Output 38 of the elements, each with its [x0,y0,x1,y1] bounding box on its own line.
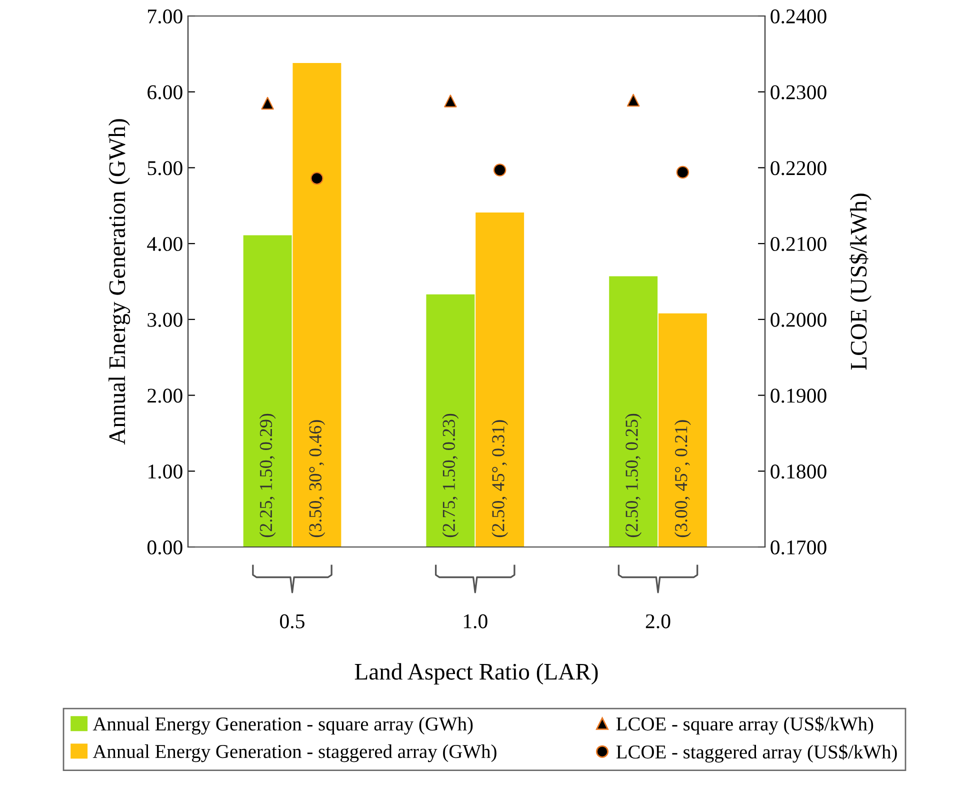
y2-tick-label: 0.2000 [770,312,826,327]
x-tick-label: 1.0 [464,614,488,628]
bar [243,235,292,547]
legend-label: Annual Energy Generation - square array (GWh) [92,716,473,735]
y-tick-label: 4.00 [147,236,182,252]
y-tick-label: 7.00 [148,9,182,24]
y-tick-label: 1.00 [148,464,182,479]
y2-tick-label: 0.2100 [770,236,826,252]
data-label: (3.00, 45°, 0.21) [674,420,691,538]
bar [609,276,658,547]
y2-tick-label: 0.2300 [770,85,826,100]
y-tick-label: 5.00 [148,161,182,176]
y2-tick-label: 0.1700 [770,540,826,555]
data-label: (2.25, 1.50, 0.29) [259,414,276,538]
x-tick-label: 0.5 [280,614,304,628]
y2-axis-title: LCOE (US$/kWh) [849,194,872,370]
y-axis-title: Annual Energy Generation (GWh) [108,119,130,445]
x-tick-label: 2.0 [646,614,670,628]
y2-tick-label: 0.1900 [770,388,826,403]
y2-tick-label: 0.1800 [770,464,826,479]
legend-label: Annual Energy Generation - staggered array (GWh) [92,744,496,762]
y-tick-label: 3.00 [148,312,182,327]
y-tick-label: 0.00 [147,540,182,555]
x-axis-title: Land Aspect Ratio (LAR) [354,663,598,685]
bar [476,212,524,547]
data-label: (2.50, 45°, 0.31) [492,420,508,538]
legend-label: LCOE - square array (US$/kWh) [616,716,874,735]
bar [426,294,475,547]
data-label: (3.50, 30°, 0.46) [308,420,326,538]
y-tick-label: 6.00 [148,85,182,100]
legend-label: LCOE - staggered array (US$/kWh) [616,744,897,763]
y-tick-label: 2.00 [148,388,182,403]
bar [292,63,342,547]
y2-tick-label: 0.2400 [770,9,826,24]
bar [658,313,707,547]
y2-tick-label: 0.2200 [770,161,826,176]
data-label: (2.75, 1.50, 0.23) [442,414,459,538]
data-label: (2.50, 1.50, 0.25) [625,414,642,538]
